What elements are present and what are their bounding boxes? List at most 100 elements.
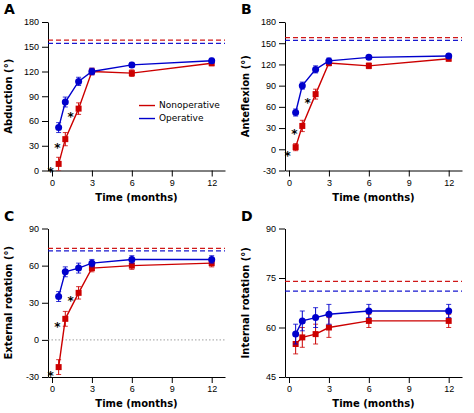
marker — [299, 317, 306, 324]
error-cap — [76, 273, 81, 274]
marker — [292, 331, 299, 338]
tick-mark — [279, 171, 285, 172]
tick-label: 0 — [34, 335, 39, 345]
error-cap — [293, 143, 298, 144]
reference-line — [48, 339, 225, 340]
reference-line — [285, 37, 462, 38]
x-axis-title: Time (months) — [95, 192, 177, 203]
tick-mark — [212, 171, 213, 177]
annotation: * — [67, 110, 74, 124]
series — [56, 60, 215, 170]
tick-label: 3 — [90, 178, 95, 188]
error-cap — [313, 307, 318, 308]
tick: 90 — [266, 81, 285, 91]
series — [55, 57, 215, 132]
tick-label: 0 — [34, 166, 39, 176]
annotation: * — [285, 149, 292, 163]
marker — [62, 268, 69, 275]
line — [296, 59, 449, 147]
line — [296, 56, 449, 113]
tick: 12 — [207, 171, 217, 188]
tick-label: 30 — [266, 123, 276, 133]
marker — [299, 82, 306, 89]
tick-label: 150 — [24, 42, 39, 52]
tick: 12 — [444, 171, 454, 188]
marker — [88, 68, 95, 75]
error-cap — [446, 327, 451, 328]
x-axis-title: Time (months) — [332, 192, 414, 203]
tick: 0 — [34, 166, 48, 176]
tick-mark — [279, 22, 285, 23]
marker — [208, 256, 215, 263]
error-cap — [76, 286, 81, 287]
tick-label: 9 — [407, 178, 412, 188]
error-cap — [300, 120, 305, 121]
tick-mark — [279, 128, 285, 129]
tick: -30 — [26, 372, 48, 382]
tick-mark — [42, 121, 48, 122]
tick-mark — [449, 171, 450, 177]
error-cap — [293, 324, 298, 325]
marker — [366, 63, 372, 69]
error-cap — [209, 266, 214, 267]
annotation: * — [54, 141, 61, 155]
error-cap — [326, 337, 331, 338]
tick-mark — [279, 43, 285, 44]
legend: NonoperativeOperative — [139, 100, 220, 123]
tick-label: 12 — [444, 384, 454, 394]
tick: 60 — [266, 102, 285, 112]
reference-line — [285, 40, 462, 41]
tick-mark — [92, 171, 93, 177]
tick-label: 12 — [207, 384, 217, 394]
marker — [445, 308, 452, 315]
error-cap — [76, 299, 81, 300]
tick-mark — [92, 377, 93, 383]
error-cap — [76, 77, 81, 78]
legend-label: Nonoperative — [159, 100, 220, 110]
tick-label: 6 — [130, 178, 135, 188]
plot-area — [48, 248, 225, 374]
tick-label: 12 — [207, 178, 217, 188]
tick: 60 — [29, 261, 48, 271]
marker — [55, 124, 62, 131]
tick: 0 — [34, 335, 48, 345]
tick-label: 0 — [50, 178, 55, 188]
error-cap — [63, 145, 68, 146]
error-cap — [76, 263, 81, 264]
marker — [313, 331, 319, 337]
panel-title: A — [4, 1, 15, 17]
y-axis-title: Internal rotation (°) — [240, 247, 251, 358]
line — [59, 259, 212, 296]
marker — [62, 99, 69, 106]
annotation: * — [291, 127, 298, 141]
line — [59, 263, 212, 367]
tick-mark — [279, 278, 285, 279]
tick: 60 — [266, 323, 285, 333]
tick-label: 9 — [170, 384, 175, 394]
error-cap — [63, 106, 68, 107]
tick: 90 — [29, 224, 48, 234]
series — [292, 52, 452, 116]
marker — [128, 61, 135, 68]
tick-label: -30 — [26, 372, 39, 382]
tick-label: 60 — [29, 116, 39, 126]
series — [55, 256, 215, 302]
tick: 30 — [29, 141, 48, 151]
error-cap — [326, 304, 331, 305]
y-axis: 45607590 — [266, 224, 286, 383]
reference-line — [48, 43, 225, 44]
y-axis: -300306090120150180 — [261, 17, 286, 176]
tick-label: 6 — [367, 178, 372, 188]
error-cap — [366, 327, 371, 328]
tick: 90 — [266, 224, 285, 234]
panel-title: C — [4, 208, 14, 224]
axis-line — [286, 377, 463, 378]
tick-label: 0 — [287, 384, 292, 394]
tick-mark — [42, 96, 48, 97]
x-axis: 036912 — [286, 171, 463, 188]
error-cap — [89, 271, 94, 272]
plot-area — [285, 38, 462, 151]
tick-label: 30 — [29, 298, 39, 308]
marker — [129, 70, 135, 76]
tick: 3 — [90, 377, 95, 394]
